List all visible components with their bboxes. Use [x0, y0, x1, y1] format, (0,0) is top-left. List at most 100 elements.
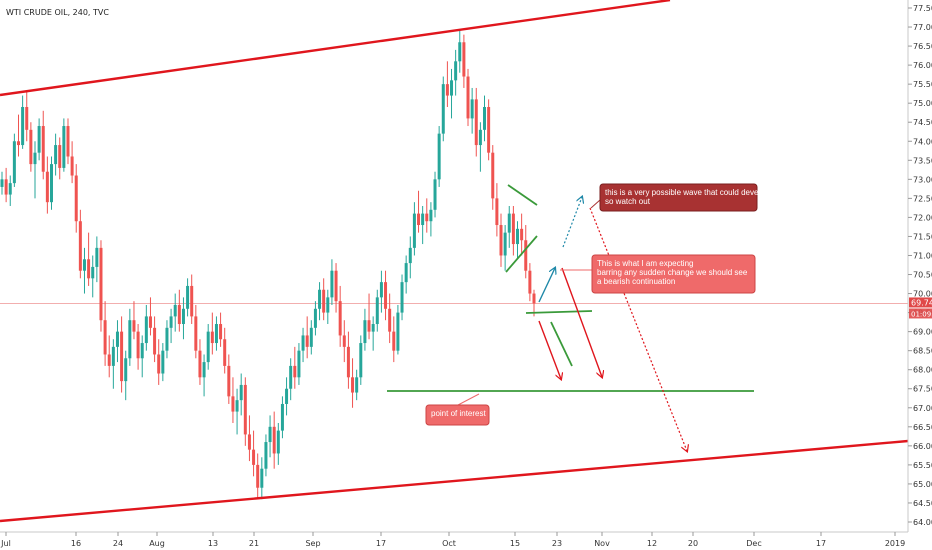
- candle-body: [194, 316, 198, 351]
- candle-body: [41, 126, 45, 172]
- y-tick-label: 74.50: [913, 118, 932, 127]
- candle-body: [227, 365, 231, 397]
- candle-body: [297, 350, 301, 378]
- candle-body: [441, 84, 445, 134]
- countdown-badge: [909, 308, 932, 319]
- candle-body: [12, 141, 16, 184]
- candle-body: [235, 400, 239, 412]
- note-expect-text: barring any sudden change we should see: [597, 268, 748, 277]
- candle-body: [483, 106, 487, 130]
- x-tick-label: 15: [510, 539, 520, 548]
- triangle-lower-line: [505, 235, 538, 273]
- candle-body: [289, 365, 293, 389]
- candle-body: [148, 316, 152, 328]
- candle-body: [58, 145, 62, 168]
- candle-body: [342, 335, 346, 347]
- y-tick-label: 76.00: [913, 61, 932, 70]
- candle-body: [318, 289, 322, 309]
- candle-body: [202, 362, 206, 378]
- y-tick-label: 73.50: [913, 156, 932, 165]
- green-parallel-line: [550, 321, 573, 367]
- candle-body: [252, 449, 256, 465]
- x-tick-label: Dec: [746, 539, 761, 548]
- y-tick-label: 77.50: [913, 4, 932, 13]
- x-tick-label: 17: [816, 539, 826, 548]
- candle-body: [214, 324, 218, 344]
- candle-body: [49, 164, 53, 203]
- candle-body: [111, 346, 115, 366]
- y-tick-label: 72.50: [913, 194, 932, 203]
- candle-body: [70, 156, 74, 176]
- candle-body: [334, 270, 338, 302]
- candle-body: [445, 84, 449, 96]
- note-wave-box: [599, 183, 758, 212]
- note-interest-text: point of interest: [431, 409, 486, 418]
- candle-body: [524, 240, 528, 271]
- x-tick-label: 21: [249, 539, 259, 548]
- note-interest: point of interest: [425, 404, 490, 426]
- x-tick-label: 16: [71, 539, 81, 548]
- candle-body: [404, 263, 408, 283]
- y-tick-label: 66.50: [913, 423, 932, 432]
- y-tick-label: 70.00: [913, 290, 932, 299]
- y-tick-label: 73.00: [913, 175, 932, 184]
- candle-body: [264, 442, 268, 469]
- upper-channel-line: [0, 0, 671, 97]
- down-arrow-2: [561, 267, 602, 377]
- y-tick-label: 75.00: [913, 99, 932, 108]
- x-tick-label: Jul: [0, 539, 11, 548]
- candle-body: [239, 384, 243, 401]
- candle-body: [153, 327, 157, 355]
- candle-body: [408, 247, 412, 264]
- candle-body: [520, 228, 524, 241]
- note-wave-text: this is a very possible wave that could …: [605, 188, 770, 197]
- y-tick-label: 67.50: [913, 385, 932, 394]
- y-tick-label: 77.00: [913, 23, 932, 32]
- candle-body: [256, 464, 260, 488]
- candle-body: [78, 221, 82, 271]
- candle-body: [276, 430, 280, 454]
- lower-channel-line: [0, 439, 909, 523]
- candle-body: [4, 179, 8, 195]
- candle-body: [243, 384, 247, 435]
- candle-body: [487, 106, 491, 153]
- candle-body: [503, 232, 507, 256]
- candle-body: [190, 285, 194, 317]
- candle-body: [371, 324, 375, 332]
- candle-body: [132, 320, 136, 332]
- candle-body: [400, 282, 404, 313]
- candle-body: [21, 106, 25, 146]
- y-tick-label: 72.00: [913, 213, 932, 222]
- candle-body: [359, 343, 363, 378]
- candle-body: [309, 327, 313, 347]
- candle-body: [326, 297, 330, 313]
- candle-body: [161, 350, 165, 374]
- x-tick-label: Aug: [149, 539, 165, 548]
- candle-body: [499, 225, 503, 256]
- y-tick-label: 68.50: [913, 347, 932, 356]
- y-tick-label: 69.00: [913, 328, 932, 337]
- candle-body: [293, 365, 297, 378]
- up-arrow: [538, 268, 555, 303]
- candle-body: [491, 152, 495, 199]
- y-tick-label: 71.50: [913, 232, 932, 241]
- candle-body: [33, 152, 37, 165]
- chart-title: WTI CRUDE OIL, 240, TVC: [6, 8, 109, 17]
- y-tick-label: 74.00: [913, 137, 932, 146]
- y-tick-label: 70.50: [913, 271, 932, 280]
- candle-body: [144, 316, 148, 344]
- candle-body: [458, 42, 462, 62]
- x-tick-label: 20: [688, 539, 698, 548]
- candle-body: [388, 308, 392, 332]
- candle-body: [338, 301, 342, 336]
- candle-body: [351, 377, 355, 393]
- x-tick-label: Nov: [594, 539, 610, 548]
- candle-body: [437, 133, 441, 180]
- candle-body: [384, 282, 388, 309]
- candle-body: [8, 183, 12, 195]
- y-tick-label: 68.00: [913, 366, 932, 375]
- candle-body: [412, 213, 416, 248]
- candle-body: [177, 304, 181, 325]
